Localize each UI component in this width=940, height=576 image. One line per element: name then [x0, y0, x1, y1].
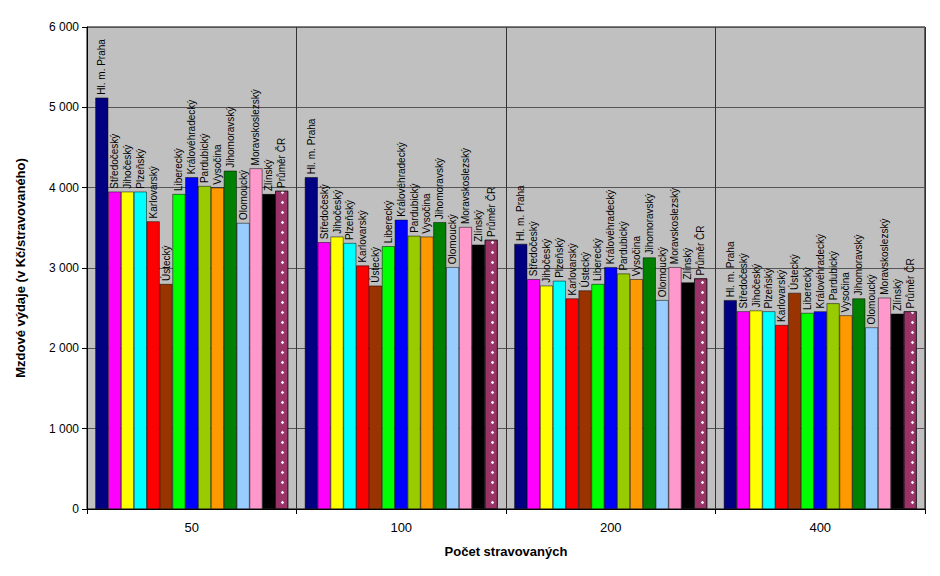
svg-text:Moravskoslezský: Moravskoslezský [250, 89, 261, 165]
svg-text:Průměr ČR: Průměr ČR [904, 258, 916, 308]
svg-text:Plzeňský: Plzeňský [135, 149, 146, 189]
svg-text:Středočeský: Středočeský [319, 184, 330, 239]
svg-text:50: 50 [185, 520, 199, 535]
svg-text:Průměr ČR: Průměr ČR [275, 138, 287, 188]
svg-text:Ústecký: Ústecký [160, 246, 172, 282]
svg-text:Vysočina: Vysočina [212, 144, 223, 185]
svg-text:Ústecký: Ústecký [579, 252, 591, 288]
svg-text:Jihomoravský: Jihomoravský [644, 193, 655, 254]
svg-text:Moravskoslezský: Moravskoslezský [879, 219, 890, 295]
svg-text:200: 200 [600, 520, 622, 535]
svg-text:100: 100 [390, 520, 412, 535]
svg-text:Olomoucký: Olomoucký [657, 247, 668, 297]
svg-text:3 000: 3 000 [49, 261, 79, 275]
svg-text:Hl. m. Praha: Hl. m. Praha [515, 185, 526, 241]
svg-text:Středočeský: Středočeský [109, 134, 120, 189]
svg-text:Liberecký: Liberecký [802, 267, 813, 310]
svg-text:Pardubický: Pardubický [199, 134, 210, 183]
svg-text:Plzeňský: Plzeňský [763, 268, 774, 308]
svg-text:0: 0 [72, 502, 79, 516]
svg-text:Počet stravovaných: Počet stravovaných [445, 544, 568, 559]
svg-text:Liberecký: Liberecký [592, 238, 603, 281]
svg-text:Karlovarský: Karlovarský [357, 210, 368, 262]
svg-text:Středočeský: Středočeský [528, 221, 539, 276]
svg-text:Jihočeský: Jihočeský [751, 264, 762, 308]
svg-text:Liberecký: Liberecký [383, 200, 394, 243]
svg-text:Královéhradecký: Královéhradecký [396, 142, 407, 216]
svg-text:Hl. m. Praha: Hl. m. Praha [96, 39, 107, 95]
svg-text:Královéhradecký: Královéhradecký [815, 234, 826, 308]
svg-text:Jihočeský: Jihočeský [332, 190, 343, 234]
svg-text:Karlovarský: Karlovarský [148, 166, 159, 218]
svg-text:Moravskoslezský: Moravskoslezský [669, 188, 680, 264]
svg-text:Olomoucký: Olomoucký [866, 274, 877, 324]
svg-text:Pardubický: Pardubický [828, 251, 839, 300]
svg-text:5 000: 5 000 [49, 100, 79, 114]
svg-text:4 000: 4 000 [49, 181, 79, 195]
svg-text:Moravskoslezský: Moravskoslezský [460, 148, 471, 224]
svg-text:Vysočina: Vysočina [840, 272, 851, 313]
svg-text:Plzeňský: Plzeňský [554, 238, 565, 278]
svg-text:Středočeský: Středočeský [738, 253, 749, 308]
svg-text:Jihomoravský: Jihomoravský [225, 107, 236, 168]
svg-text:Vysočina: Vysočina [421, 193, 432, 234]
svg-text:2 000: 2 000 [49, 341, 79, 355]
svg-text:Pardubický: Pardubický [618, 221, 629, 270]
svg-text:Jihomoravský: Jihomoravský [434, 158, 445, 219]
svg-text:1 000: 1 000 [49, 422, 79, 436]
svg-text:Mzdové výdaje (v Kč/stravované: Mzdové výdaje (v Kč/stravovaného) [13, 158, 28, 378]
svg-text:Zlínský: Zlínský [263, 159, 274, 191]
svg-text:Ústecký: Ústecký [369, 247, 381, 283]
svg-text:Zlínský: Zlínský [473, 210, 484, 242]
svg-text:Liberecký: Liberecký [173, 148, 184, 191]
svg-text:Plzeňský: Plzeňský [344, 200, 355, 240]
svg-text:Karlovarský: Karlovarský [567, 243, 578, 295]
svg-text:Olomoucký: Olomoucký [447, 214, 458, 264]
svg-text:Hl. m. Praha: Hl. m. Praha [306, 118, 317, 174]
svg-text:Jihočeský: Jihočeský [122, 145, 133, 189]
svg-text:Ústecký: Ústecký [788, 254, 800, 290]
svg-text:Průměr ČR: Průměr ČR [485, 187, 497, 237]
svg-text:Olomoucký: Olomoucký [238, 170, 249, 220]
svg-text:Vysočina: Vysočina [631, 236, 642, 277]
svg-text:Zlínský: Zlínský [892, 279, 903, 311]
svg-text:Jihomoravský: Jihomoravský [853, 234, 864, 295]
svg-text:Hl. m. Praha: Hl. m. Praha [725, 241, 736, 297]
svg-text:400: 400 [809, 520, 831, 535]
svg-text:Karlovarský: Karlovarský [776, 270, 787, 322]
svg-text:Královéhradecký: Královéhradecký [605, 190, 616, 264]
svg-text:Jihočeský: Jihočeský [541, 239, 552, 283]
svg-text:Zlínský: Zlínský [682, 248, 693, 280]
svg-text:Pardubický: Pardubický [409, 183, 420, 232]
svg-text:Průměr ČR: Průměr ČR [694, 225, 706, 275]
svg-text:6 000: 6 000 [49, 20, 79, 34]
svg-text:Královéhradecký: Královéhradecký [186, 100, 197, 174]
